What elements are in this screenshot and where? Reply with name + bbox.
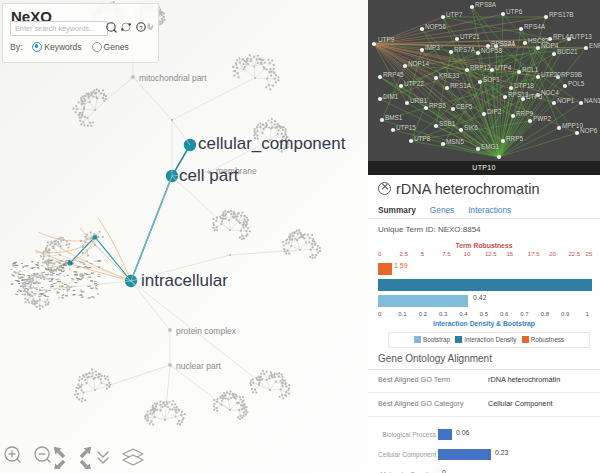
svg-text:?: ? xyxy=(139,25,143,31)
